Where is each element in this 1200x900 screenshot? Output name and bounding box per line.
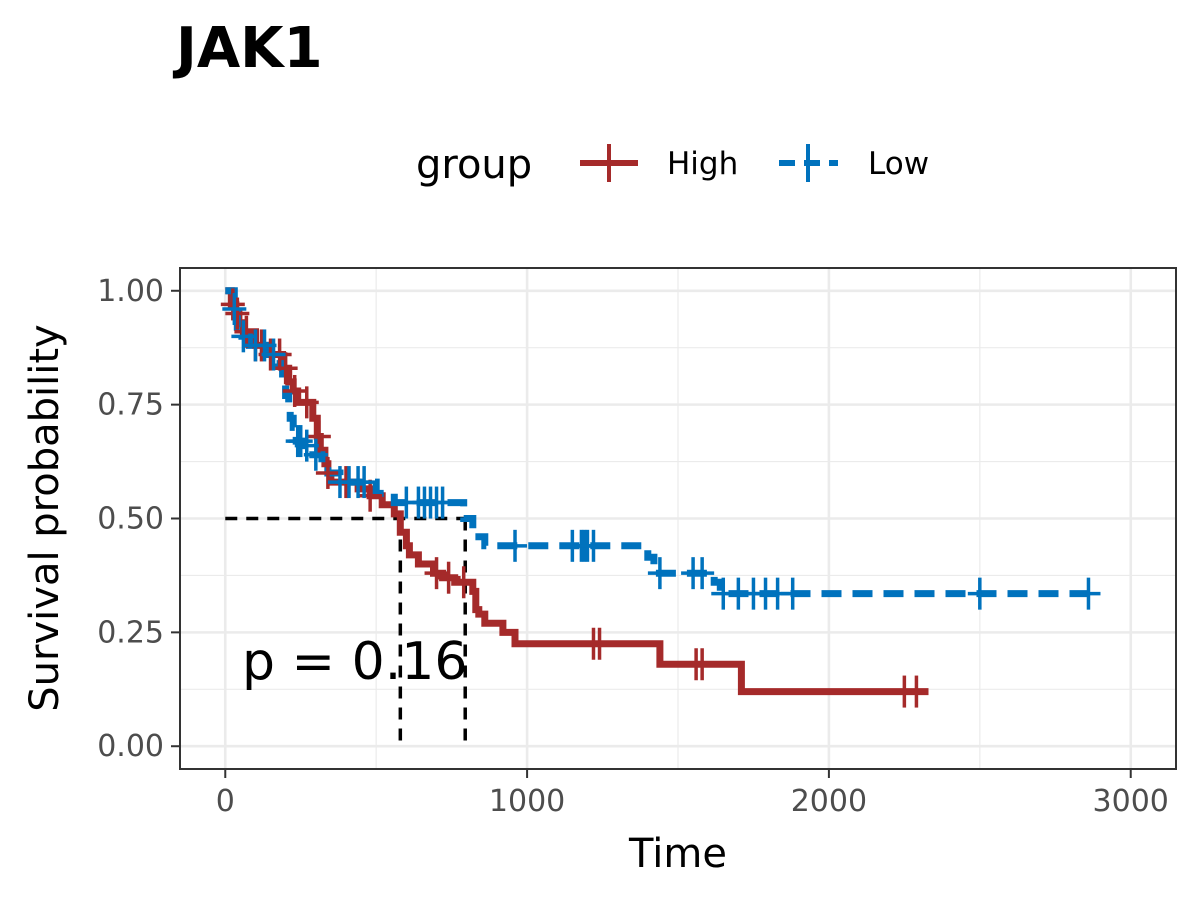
censor-mark-high [904, 675, 929, 708]
x-tick-label: 3000 [1093, 784, 1169, 819]
censor-mark-low [503, 529, 528, 562]
censor-mark-low [780, 577, 805, 610]
legend-key-high [580, 144, 638, 182]
censor-mark-high [436, 561, 461, 594]
y-axis-label: Survival probability [22, 324, 68, 711]
censor-mark-high [225, 297, 250, 330]
legend: group High Low [416, 142, 929, 188]
y-axis: 0.00 0.25 0.50 0.75 1.00 [97, 274, 180, 764]
gridlines [180, 268, 1176, 769]
censor-mark-low [430, 486, 455, 519]
p-value-annotation: p = 0.16 [242, 632, 467, 692]
censor-mark-high [273, 352, 298, 385]
censor-mark-low [690, 557, 715, 590]
censor-mark-low [581, 529, 606, 562]
censor-mark-high [424, 557, 449, 590]
censor-mark-low [967, 577, 992, 610]
x-tick-label: 0 [216, 784, 235, 819]
censor-mark-low [303, 438, 328, 471]
censor-mark-high [282, 374, 307, 407]
x-axis: 0 1000 2000 3000 [216, 769, 1169, 819]
censor-mark-low [1076, 577, 1101, 610]
x-tick-label: 2000 [791, 784, 867, 819]
censor-mark-high [306, 420, 331, 453]
y-tick-label: 0.25 [97, 615, 164, 650]
censor-mark-high [451, 566, 476, 599]
legend-label-low: Low [868, 146, 929, 182]
x-tick-label: 1000 [489, 784, 565, 819]
censor-mark-low [352, 466, 377, 499]
y-tick-label: 1.00 [97, 274, 164, 309]
legend-title: group [416, 142, 532, 188]
y-tick-label: 0.00 [97, 729, 164, 764]
censor-mark-low [288, 425, 313, 458]
censor-mark-low [261, 338, 286, 371]
y-tick-label: 0.50 [97, 502, 164, 537]
legend-label-high: High [667, 146, 738, 182]
x-axis-label: Time [628, 831, 727, 877]
legend-key-low [779, 144, 838, 182]
censor-mark-high [358, 479, 383, 512]
censor-mark-high [587, 627, 612, 660]
chart-title: JAK1 [172, 16, 323, 81]
censor-marks [220, 288, 1101, 708]
censor-mark-low [222, 292, 247, 325]
y-tick-label: 0.75 [97, 388, 164, 423]
censor-mark-low [647, 557, 672, 590]
censor-mark-high [690, 648, 715, 681]
censor-mark-high [315, 456, 340, 489]
censor-mark-low [231, 320, 256, 353]
censor-mark-high [294, 386, 319, 419]
plot-panel: p = 0.16 [179, 267, 1177, 770]
